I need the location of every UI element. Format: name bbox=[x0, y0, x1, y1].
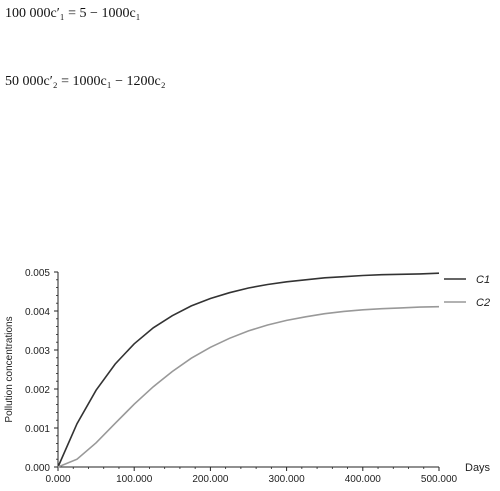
line-chart: 0.000 0.001 0.002 0.003 0.004 0.005 0.000 100.0… bbox=[4, 268, 491, 485]
y-tick-label: 0.004 bbox=[25, 307, 50, 318]
legend-label-c2: C2 bbox=[476, 297, 490, 309]
equation-1: 100 000c′₁ = 5 − 1000c₁ bbox=[5, 6, 141, 21]
series-line-c2 bbox=[57, 305, 440, 468]
y-axis-label: Pollution concentrations bbox=[4, 316, 15, 422]
x-tick-label: 500.000 bbox=[421, 474, 458, 485]
x-tick-label: 400.000 bbox=[345, 474, 382, 485]
legend-label-c1: C1 bbox=[476, 274, 490, 286]
y-tick-label: 0.001 bbox=[25, 424, 50, 435]
equation-2: 50 000c′₂ = 1000c₁ − 1200c₂ bbox=[5, 74, 166, 89]
series-line-c1 bbox=[57, 272, 440, 468]
y-tick-label: 0.005 bbox=[25, 268, 50, 279]
x-tick-label: 300.000 bbox=[269, 474, 306, 485]
x-axis-label: Days bbox=[465, 462, 491, 474]
x-tick-label: 100.000 bbox=[116, 474, 153, 485]
y-tick-label: 0.002 bbox=[25, 385, 50, 396]
y-tick-label: 0.003 bbox=[25, 346, 50, 357]
y-tick-label: 0.000 bbox=[25, 463, 50, 474]
x-tick-label: 0.000 bbox=[45, 474, 70, 485]
x-tick-label: 200.000 bbox=[192, 474, 229, 485]
